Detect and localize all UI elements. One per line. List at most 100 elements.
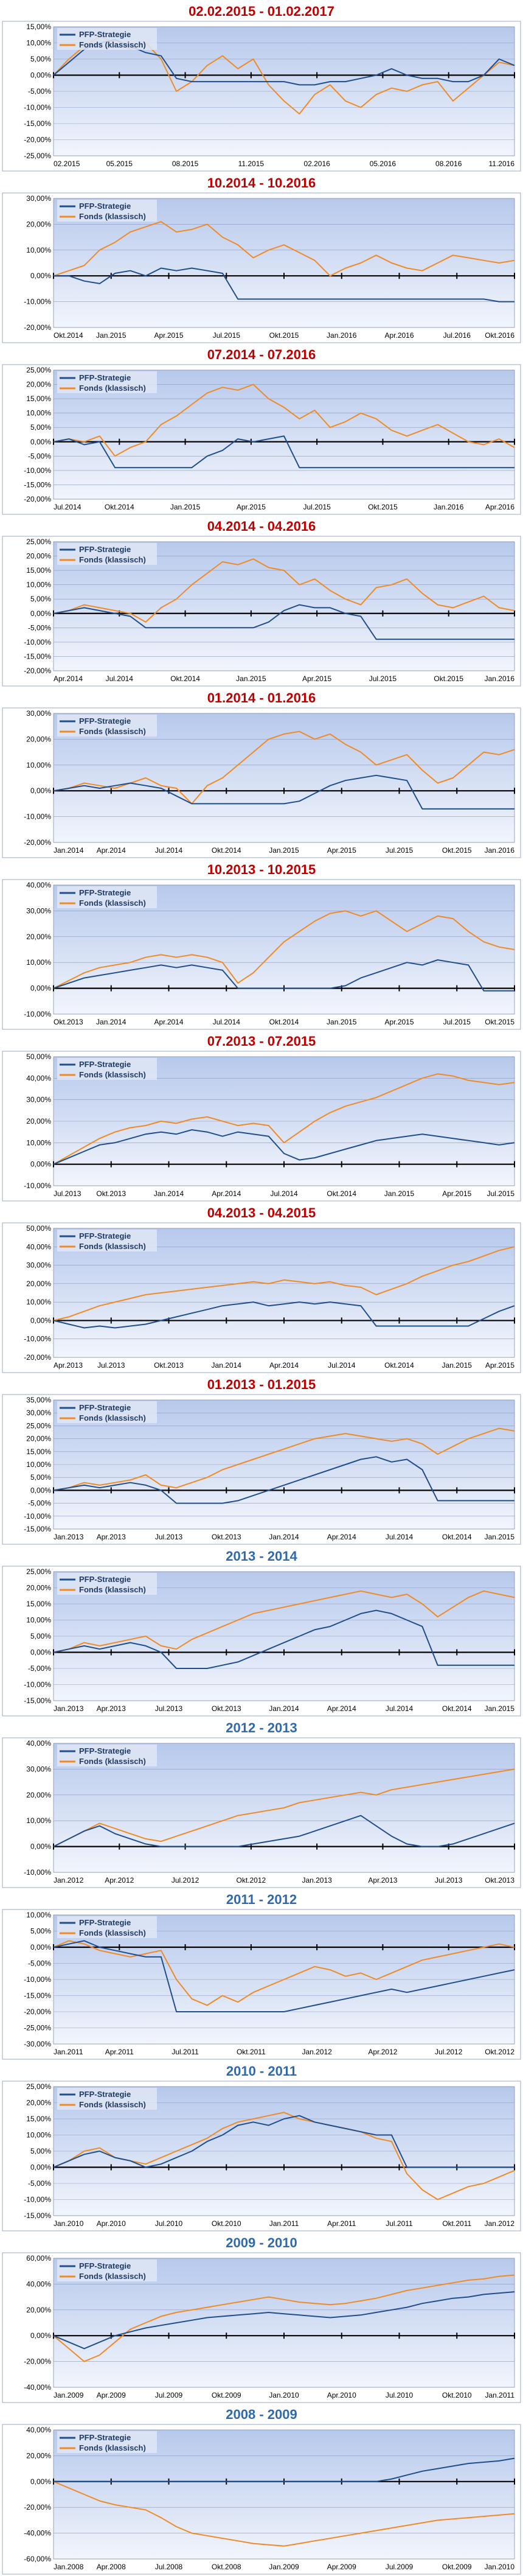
y-tick-label: 10,00% <box>26 1816 51 1825</box>
x-tick-label: Jul.2010 <box>386 2391 414 2399</box>
y-tick-label: 25,00% <box>26 537 51 546</box>
x-tick-label: Apr.2014 <box>212 1189 241 1198</box>
y-tick-label: -10,00% <box>24 1868 51 1877</box>
series-line-pfp-strategie <box>53 604 514 640</box>
legend-box <box>57 2088 157 2110</box>
legend-label: PFP-Strategie <box>79 1060 131 1069</box>
x-tick-label: Jul.2015 <box>369 674 397 683</box>
x-tick-label: Jul.2015 <box>386 846 414 855</box>
chart-title: 01.2014 - 01.2016 <box>207 690 316 705</box>
x-tick-label: Apr.2015 <box>442 1189 471 1198</box>
y-tick-label: -20,00% <box>24 1353 51 1362</box>
x-tick-label: 02.2015 <box>54 159 80 168</box>
y-tick-label: 30,00% <box>26 194 51 203</box>
legend-label: PFP-Strategie <box>79 888 131 897</box>
series-line-fonds-klassisch <box>53 2480 515 2547</box>
y-tick-label: 20,00% <box>26 2306 51 2314</box>
legend-label: Fonds (klassisch) <box>79 212 146 221</box>
x-tick-label: Apr.2013 <box>97 1533 126 1541</box>
x-tick-label: Jul.2014 <box>386 1704 414 1713</box>
x-tick-label: Okt.2014 <box>54 331 83 340</box>
chart-title: 10.2014 - 10.2016 <box>207 175 316 191</box>
x-tick-label: Jan.2015 <box>269 846 299 855</box>
legend-label: Fonds (klassisch) <box>79 555 146 564</box>
x-tick-label: Okt.2014 <box>327 1189 356 1198</box>
y-tick-label: -40,00% <box>24 2529 51 2538</box>
y-tick-label: 0,00% <box>30 2477 51 2486</box>
line-chart: 30,00%20,00%10,00%0,00%-10,00%-20,00%Jan… <box>2 707 521 858</box>
x-tick-label: Jan.2014 <box>96 1018 126 1026</box>
legend-label: Fonds (klassisch) <box>79 727 146 736</box>
x-tick-label: Jul.2014 <box>155 846 183 855</box>
x-tick-label: Jan.2012 <box>54 1876 84 1885</box>
y-tick-label: 10,00% <box>26 1911 51 1919</box>
y-tick-label: 30,00% <box>26 1765 51 1773</box>
x-tick-label: Jan.2015 <box>485 1533 515 1541</box>
y-tick-label: 10,00% <box>26 958 51 967</box>
y-tick-label: -20,00% <box>24 2503 51 2511</box>
y-tick-label: -10,00% <box>24 1181 51 1190</box>
y-tick-label: 20,00% <box>26 1791 51 1799</box>
y-tick-label: 40,00% <box>26 2426 51 2434</box>
legend-box <box>57 200 157 222</box>
x-tick-label: Okt.2013 <box>485 1876 514 1885</box>
line-chart: 60,00%40,00%20,00%0,00%-20,00%-40,00%Jan… <box>2 2252 521 2403</box>
y-tick-label: -40,00% <box>24 2383 51 2392</box>
chart-title: 2011 - 2012 <box>226 1892 297 1907</box>
y-tick-label: -10,00% <box>24 298 51 306</box>
x-tick-label: Jan.2013 <box>54 1704 84 1713</box>
y-tick-label: 5,00% <box>30 55 51 63</box>
x-tick-label: Apr.2015 <box>485 1361 514 1370</box>
series-line-pfp-strategie <box>53 435 514 469</box>
x-tick-label: Apr.2008 <box>97 2563 126 2571</box>
x-tick-label: 05.2016 <box>370 159 397 168</box>
y-tick-label: 40,00% <box>26 1074 51 1082</box>
y-tick-label: 20,00% <box>26 1117 51 1125</box>
x-tick-label: Apr.2014 <box>269 1361 299 1370</box>
line-chart: 25,00% 20,00% 15,00% 10,00% 5,00% 0,00% -5,00%… <box>2 536 521 687</box>
legend-label: PFP-Strategie <box>79 545 131 554</box>
y-tick-label: 0,00% <box>30 984 51 993</box>
y-tick-label: 15,00% <box>26 1600 51 1608</box>
series-line-fonds-klassisch <box>53 910 515 989</box>
series-line-fonds-klassisch <box>53 383 515 457</box>
x-tick-label: Jul.2009 <box>155 2391 183 2399</box>
x-tick-label: Jan.2016 <box>485 674 515 683</box>
y-tick-label: 15,00% <box>26 2115 51 2123</box>
y-tick-label: 10,00% <box>26 1298 51 1306</box>
x-tick-label: Okt.2013 <box>212 1533 241 1541</box>
legend-label: PFP-Strategie <box>79 716 131 726</box>
x-tick-label: Okt.2012 <box>485 2048 514 2056</box>
chart-title: 04.2014 - 04.2016 <box>207 519 316 534</box>
x-tick-label: Jul.2014 <box>328 1361 356 1370</box>
y-tick-label: 10,00% <box>26 2131 51 2140</box>
y-tick-label: -15,00% <box>24 480 51 489</box>
x-tick-label: Jan.2011 <box>485 2391 515 2399</box>
y-tick-label: 0,00% <box>30 2331 51 2340</box>
y-tick-label: -5,00% <box>28 1959 51 1968</box>
y-tick-label: -10,00% <box>24 103 51 112</box>
y-tick-label: 40,00% <box>26 881 51 889</box>
legend-label: PFP-Strategie <box>79 1575 131 1584</box>
line-chart: 15,00% 10,00% 5,00% 0,00% -5,00% -10,00% -15,0… <box>2 21 521 172</box>
y-tick-label: 40,00% <box>26 1739 51 1748</box>
y-tick-label: 0,00% <box>30 71 51 80</box>
legend-box <box>57 543 157 565</box>
chart-title: 01.2013 - 01.2015 <box>207 1377 316 1392</box>
y-tick-label: -20,00% <box>24 838 51 847</box>
y-tick-label: 35,00% <box>26 1396 51 1404</box>
y-tick-label: 5,00% <box>30 1927 51 1936</box>
x-tick-label: Jul.2015 <box>443 1018 471 1026</box>
y-tick-label: -10,00% <box>24 1681 51 1689</box>
x-tick-label: Okt.2014 <box>442 1704 472 1713</box>
x-tick-label: Apr.2015 <box>302 674 331 683</box>
y-tick-label: -20,00% <box>24 136 51 144</box>
y-tick-label: 30,00% <box>26 906 51 915</box>
legend-box <box>57 886 157 908</box>
x-tick-label: Apr.2016 <box>485 503 514 511</box>
y-tick-label: -10,00% <box>24 1010 51 1018</box>
legend-label: Fonds (klassisch) <box>79 2272 146 2281</box>
x-tick-label: Jul.2016 <box>443 331 471 340</box>
